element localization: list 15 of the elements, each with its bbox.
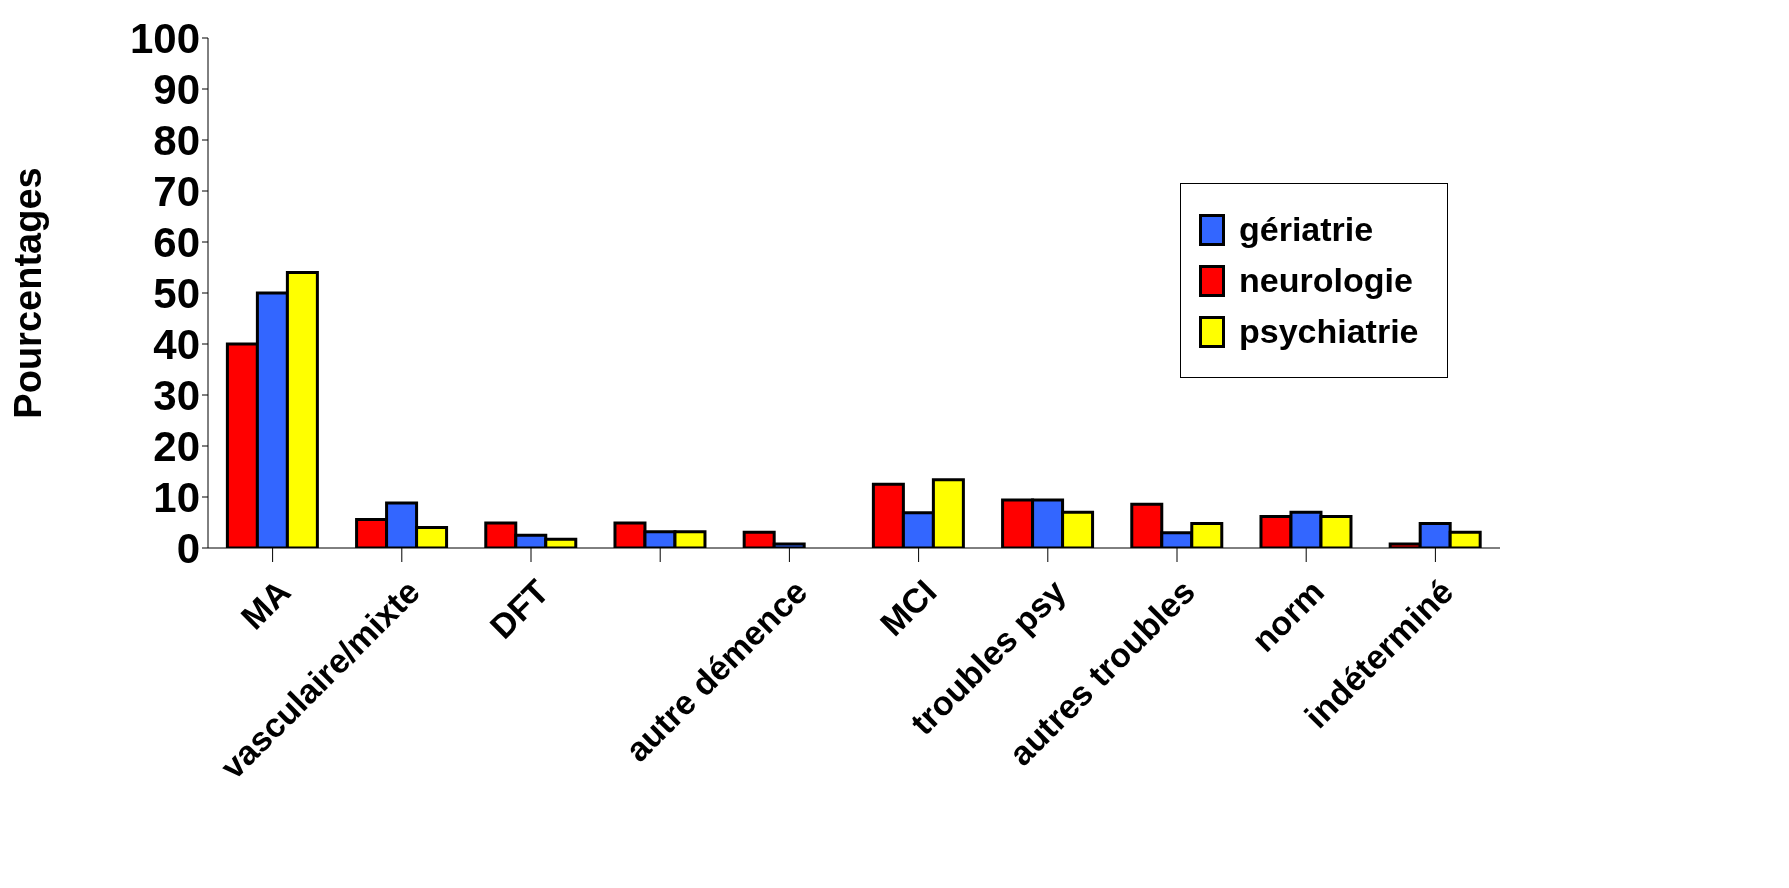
y-tick-label: 50 <box>153 269 200 317</box>
y-tick-label: 80 <box>153 116 200 164</box>
legend-label: psychiatrie <box>1238 312 1420 351</box>
y-tick-label: 20 <box>153 422 200 470</box>
legend-label: gériatrie <box>1238 210 1375 249</box>
y-tick-label: 0 <box>176 524 200 572</box>
y-tick-label: 60 <box>153 218 200 266</box>
y-tick-label: 90 <box>153 65 200 113</box>
y-tick-label: 70 <box>153 167 200 215</box>
y-axis-title: Pourcentages <box>7 167 50 419</box>
y-tick-label: 100 <box>129 14 200 62</box>
y-tick-label: 30 <box>153 371 200 419</box>
y-tick-label: 40 <box>153 320 200 368</box>
y-tick-label: 10 <box>153 473 200 521</box>
legend-label: neurologie <box>1238 261 1414 300</box>
